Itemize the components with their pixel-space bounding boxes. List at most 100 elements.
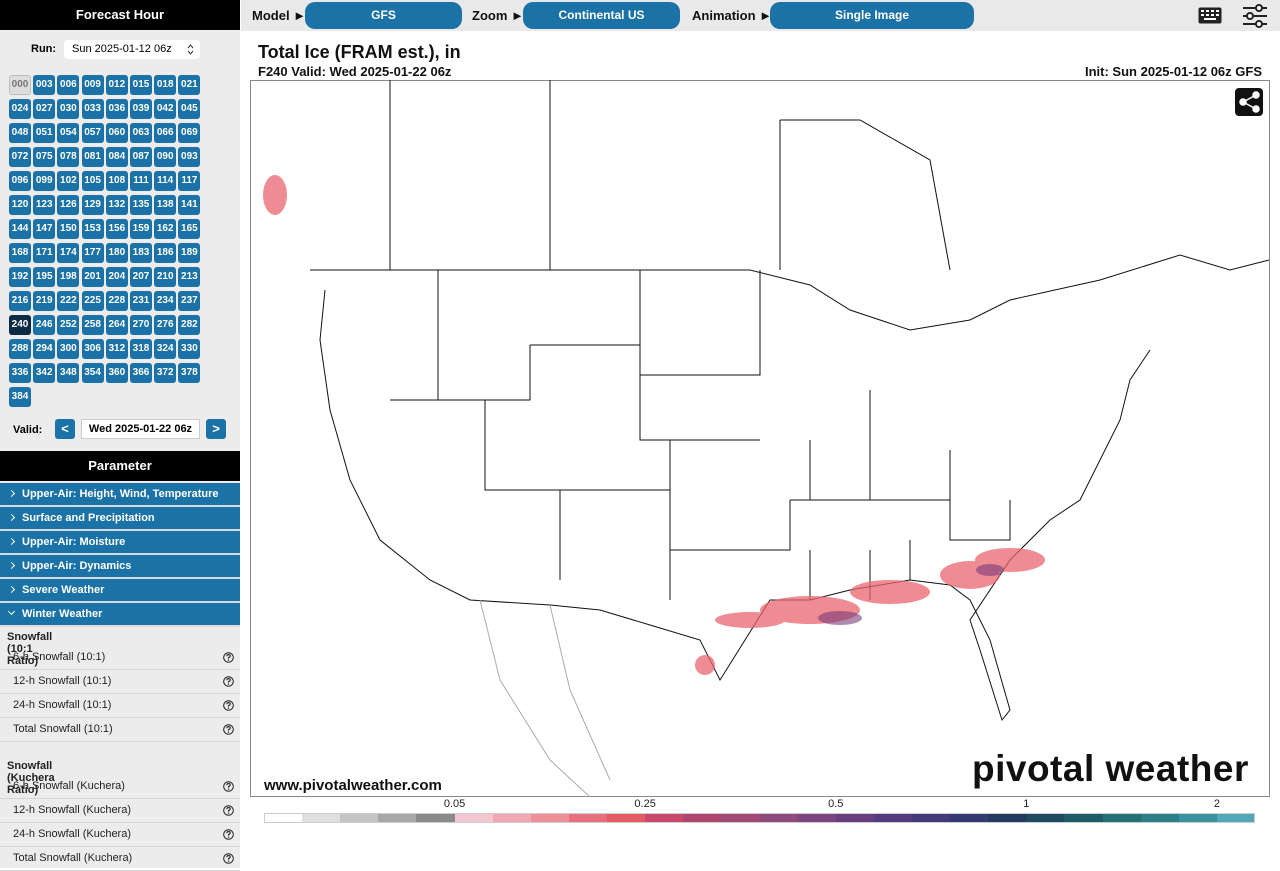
hour-button[interactable]: 057 [81,123,104,143]
parameter-category[interactable]: Severe Weather [0,579,240,603]
hour-button[interactable]: 222 [57,291,80,311]
hour-button[interactable]: 360 [105,363,128,383]
hour-button[interactable]: 201 [81,267,104,287]
help-icon[interactable] [223,700,234,711]
hour-button[interactable]: 168 [9,243,31,263]
parameter-item[interactable]: 24-h Snowfall (10:1) [0,694,240,718]
hour-button[interactable]: 111 [130,171,152,191]
hour-button[interactable]: 147 [33,219,56,239]
hour-button[interactable]: 051 [33,123,56,143]
keyboard-icon[interactable] [1198,7,1222,24]
parameter-item[interactable]: 6-h Snowfall (10:1) [0,646,240,670]
hour-button[interactable]: 324 [154,339,177,359]
hour-button[interactable]: 021 [178,75,201,95]
hour-button[interactable]: 384 [9,387,31,407]
hour-button[interactable]: 198 [57,267,80,287]
hour-button[interactable]: 159 [130,219,152,239]
hour-button[interactable]: 276 [154,315,177,335]
help-icon[interactable] [223,805,234,816]
hour-button[interactable]: 366 [130,363,152,383]
parameter-category[interactable]: Upper-Air: Moisture [0,531,240,555]
hour-button[interactable]: 219 [33,291,56,311]
hour-button[interactable]: 120 [9,195,31,215]
hour-button[interactable]: 192 [9,267,31,287]
hour-button[interactable]: 270 [130,315,152,335]
hour-button[interactable]: 024 [9,99,31,119]
help-icon[interactable] [223,781,234,792]
hour-button[interactable]: 123 [33,195,56,215]
next-button[interactable]: > [206,419,226,439]
hour-button[interactable]: 039 [130,99,152,119]
hour-button[interactable]: 141 [178,195,201,215]
hour-button[interactable]: 252 [57,315,80,335]
hour-button[interactable]: 054 [57,123,80,143]
help-icon[interactable] [223,652,234,663]
prev-button[interactable]: < [55,419,75,439]
help-icon[interactable] [223,853,234,864]
hour-button[interactable]: 042 [154,99,177,119]
hour-button[interactable]: 258 [81,315,104,335]
hour-button[interactable]: 036 [105,99,128,119]
hour-button[interactable]: 177 [81,243,104,263]
hour-button[interactable]: 084 [105,147,128,167]
hour-button[interactable]: 156 [105,219,128,239]
hour-button[interactable]: 294 [33,339,56,359]
hour-button[interactable]: 234 [154,291,177,311]
parameter-item[interactable]: 12-h Snowfall (10:1) [0,670,240,694]
hour-button[interactable]: 102 [57,171,80,191]
hour-button[interactable]: 108 [105,171,128,191]
hour-button[interactable]: 069 [178,123,201,143]
hour-button[interactable]: 195 [33,267,56,287]
hour-button[interactable]: 003 [33,75,56,95]
settings-icon[interactable] [1242,4,1268,28]
help-icon[interactable] [223,724,234,735]
hour-button[interactable]: 150 [57,219,80,239]
hour-button[interactable]: 240 [9,315,31,335]
hour-button[interactable]: 090 [154,147,177,167]
hour-button[interactable]: 027 [33,99,56,119]
hour-button[interactable]: 012 [105,75,128,95]
hour-button[interactable]: 105 [81,171,104,191]
hour-button[interactable]: 300 [57,339,80,359]
animation-button[interactable]: Single Image [770,2,974,29]
share-button[interactable] [1235,88,1263,116]
hour-button[interactable]: 006 [57,75,80,95]
parameter-item[interactable]: 24-h Snowfall (Kuchera) [0,823,240,847]
hour-button[interactable]: 228 [105,291,128,311]
hour-button[interactable]: 246 [33,315,56,335]
hour-button[interactable]: 018 [154,75,177,95]
hour-button[interactable]: 009 [81,75,104,95]
hour-button[interactable]: 129 [81,195,104,215]
parameter-item[interactable]: 12-h Snowfall (Kuchera) [0,799,240,823]
hour-button[interactable]: 312 [105,339,128,359]
hour-button[interactable]: 204 [105,267,128,287]
hour-button[interactable]: 081 [81,147,104,167]
hour-button[interactable]: 015 [130,75,152,95]
parameter-category[interactable]: Upper-Air: Dynamics [0,555,240,579]
hour-button[interactable]: 330 [178,339,201,359]
hour-button[interactable]: 210 [154,267,177,287]
hour-button[interactable]: 066 [154,123,177,143]
hour-button[interactable]: 153 [81,219,104,239]
hour-button[interactable]: 135 [130,195,152,215]
hour-button[interactable]: 048 [9,123,31,143]
hour-button[interactable]: 126 [57,195,80,215]
hour-button[interactable]: 237 [178,291,201,311]
hour-button[interactable]: 264 [105,315,128,335]
hour-button[interactable]: 189 [178,243,201,263]
help-icon[interactable] [223,676,234,687]
hour-button[interactable]: 099 [33,171,56,191]
hour-button[interactable]: 144 [9,219,31,239]
hour-button[interactable]: 093 [178,147,201,167]
hour-button[interactable]: 000 [9,75,31,95]
hour-button[interactable]: 171 [33,243,56,263]
hour-button[interactable]: 213 [178,267,201,287]
model-button[interactable]: GFS [305,2,462,29]
hour-button[interactable]: 372 [154,363,177,383]
hour-button[interactable]: 072 [9,147,31,167]
hour-button[interactable]: 096 [9,171,31,191]
hour-button[interactable]: 342 [33,363,56,383]
hour-button[interactable]: 078 [57,147,80,167]
parameter-item[interactable]: Total Snowfall (Kuchera) [0,847,240,871]
hour-button[interactable]: 318 [130,339,152,359]
